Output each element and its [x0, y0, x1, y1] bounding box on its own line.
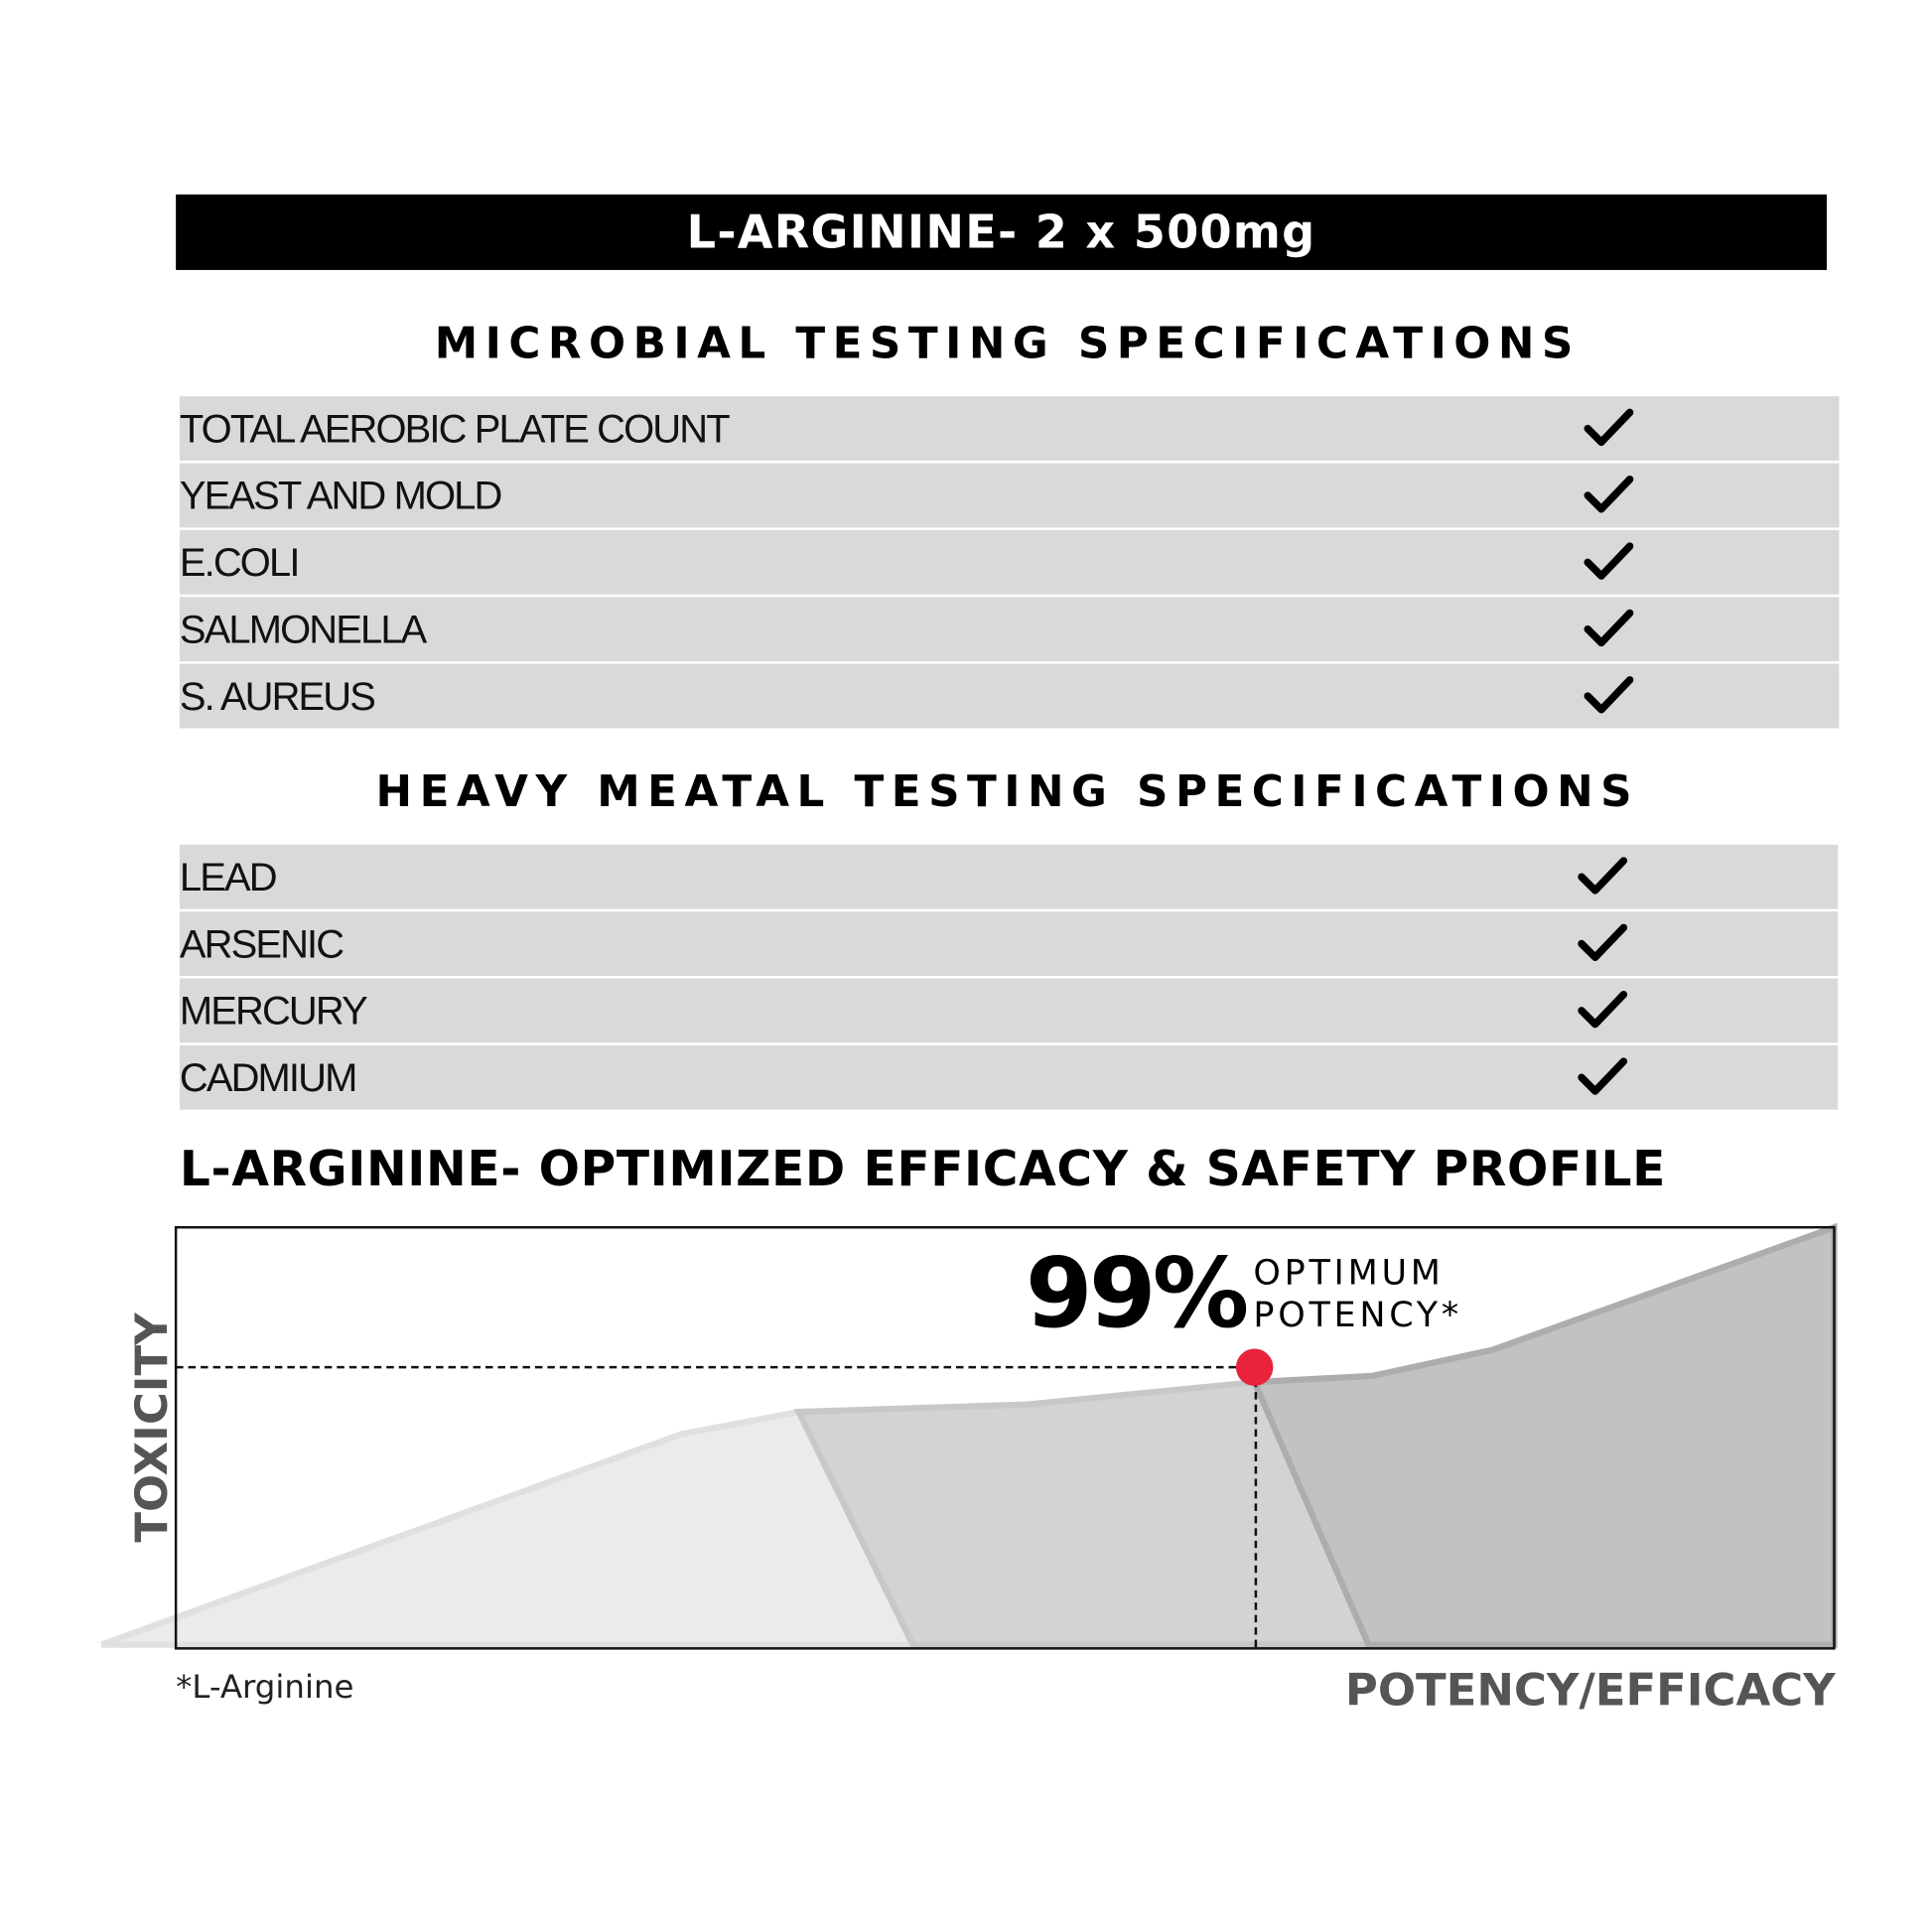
x-axis-label: POTENCY/EFFICACY: [1344, 1665, 1836, 1717]
spec-row: TOTAL AEROBIC PLATE COUNT: [179, 396, 1840, 462]
optimum-label: OPTIMUM POTENCY*: [1253, 1252, 1462, 1336]
spec-row: CADMIUM: [179, 1044, 1839, 1110]
check-icon: [1578, 990, 1628, 1029]
spec-label: LEAD: [179, 854, 278, 899]
spec-row: MERCURY: [179, 978, 1839, 1043]
spec-row: S. AUREUS: [179, 663, 1840, 729]
check-icon: [1578, 1057, 1628, 1095]
spec-label: SALMONELLA: [179, 606, 427, 651]
heavy-metal-table: LEAD ARSENIC MERCURY CADMIUM: [179, 844, 1839, 1112]
optimum-value: 99%: [1025, 1238, 1249, 1350]
optimum-label-line1: OPTIMUM: [1253, 1252, 1445, 1294]
microbial-table: TOTAL AEROBIC PLATE COUNT YEAST AND MOLD E…: [179, 396, 1840, 731]
check-icon: [1584, 408, 1634, 447]
spec-row: E.COLI: [179, 529, 1840, 595]
spec-row: SALMONELLA: [179, 597, 1840, 662]
y-axis-label: TOXICITY: [126, 1312, 179, 1543]
check-icon: [1578, 857, 1628, 895]
check-icon: [1584, 542, 1634, 580]
low-zone-area: [100, 1408, 918, 1648]
chart-frame: [174, 1225, 1836, 1650]
heavy-metal-heading: HEAVY MEATAL TESTING SPECIFICATIONS: [375, 767, 1640, 818]
spec-label: S. AUREUS: [179, 672, 376, 718]
profile-title: L-ARGININE- OPTIMIZED EFFICACY & SAFETY …: [179, 1142, 1667, 1198]
microbial-heading: MICROBIAL TESTING SPECIFICATIONS: [434, 319, 1581, 369]
spec-label: TOTAL AEROBIC PLATE COUNT: [179, 405, 731, 451]
footnote: *L-Arginine: [176, 1669, 354, 1707]
product-title: L-ARGININE- 2 x 500mg: [686, 206, 1316, 259]
optimum-marker: [1235, 1348, 1274, 1386]
spec-row: ARSENIC: [179, 911, 1839, 976]
spec-row: YEAST AND MOLD: [179, 463, 1840, 528]
check-icon: [1578, 923, 1628, 962]
check-icon: [1584, 476, 1634, 513]
spec-label: MERCURY: [179, 987, 368, 1033]
optimum-label-line2: POTENCY*: [1253, 1294, 1463, 1335]
spec-label: YEAST AND MOLD: [179, 472, 502, 517]
check-icon: [1584, 609, 1634, 647]
check-icon: [1584, 676, 1634, 714]
spec-label: ARSENIC: [179, 920, 345, 966]
spec-label: CADMIUM: [179, 1054, 357, 1100]
spec-label: E.COLI: [179, 539, 301, 585]
spec-row: LEAD: [179, 844, 1839, 909]
product-title-bar: L-ARGININE- 2 x 500mg: [176, 194, 1827, 270]
